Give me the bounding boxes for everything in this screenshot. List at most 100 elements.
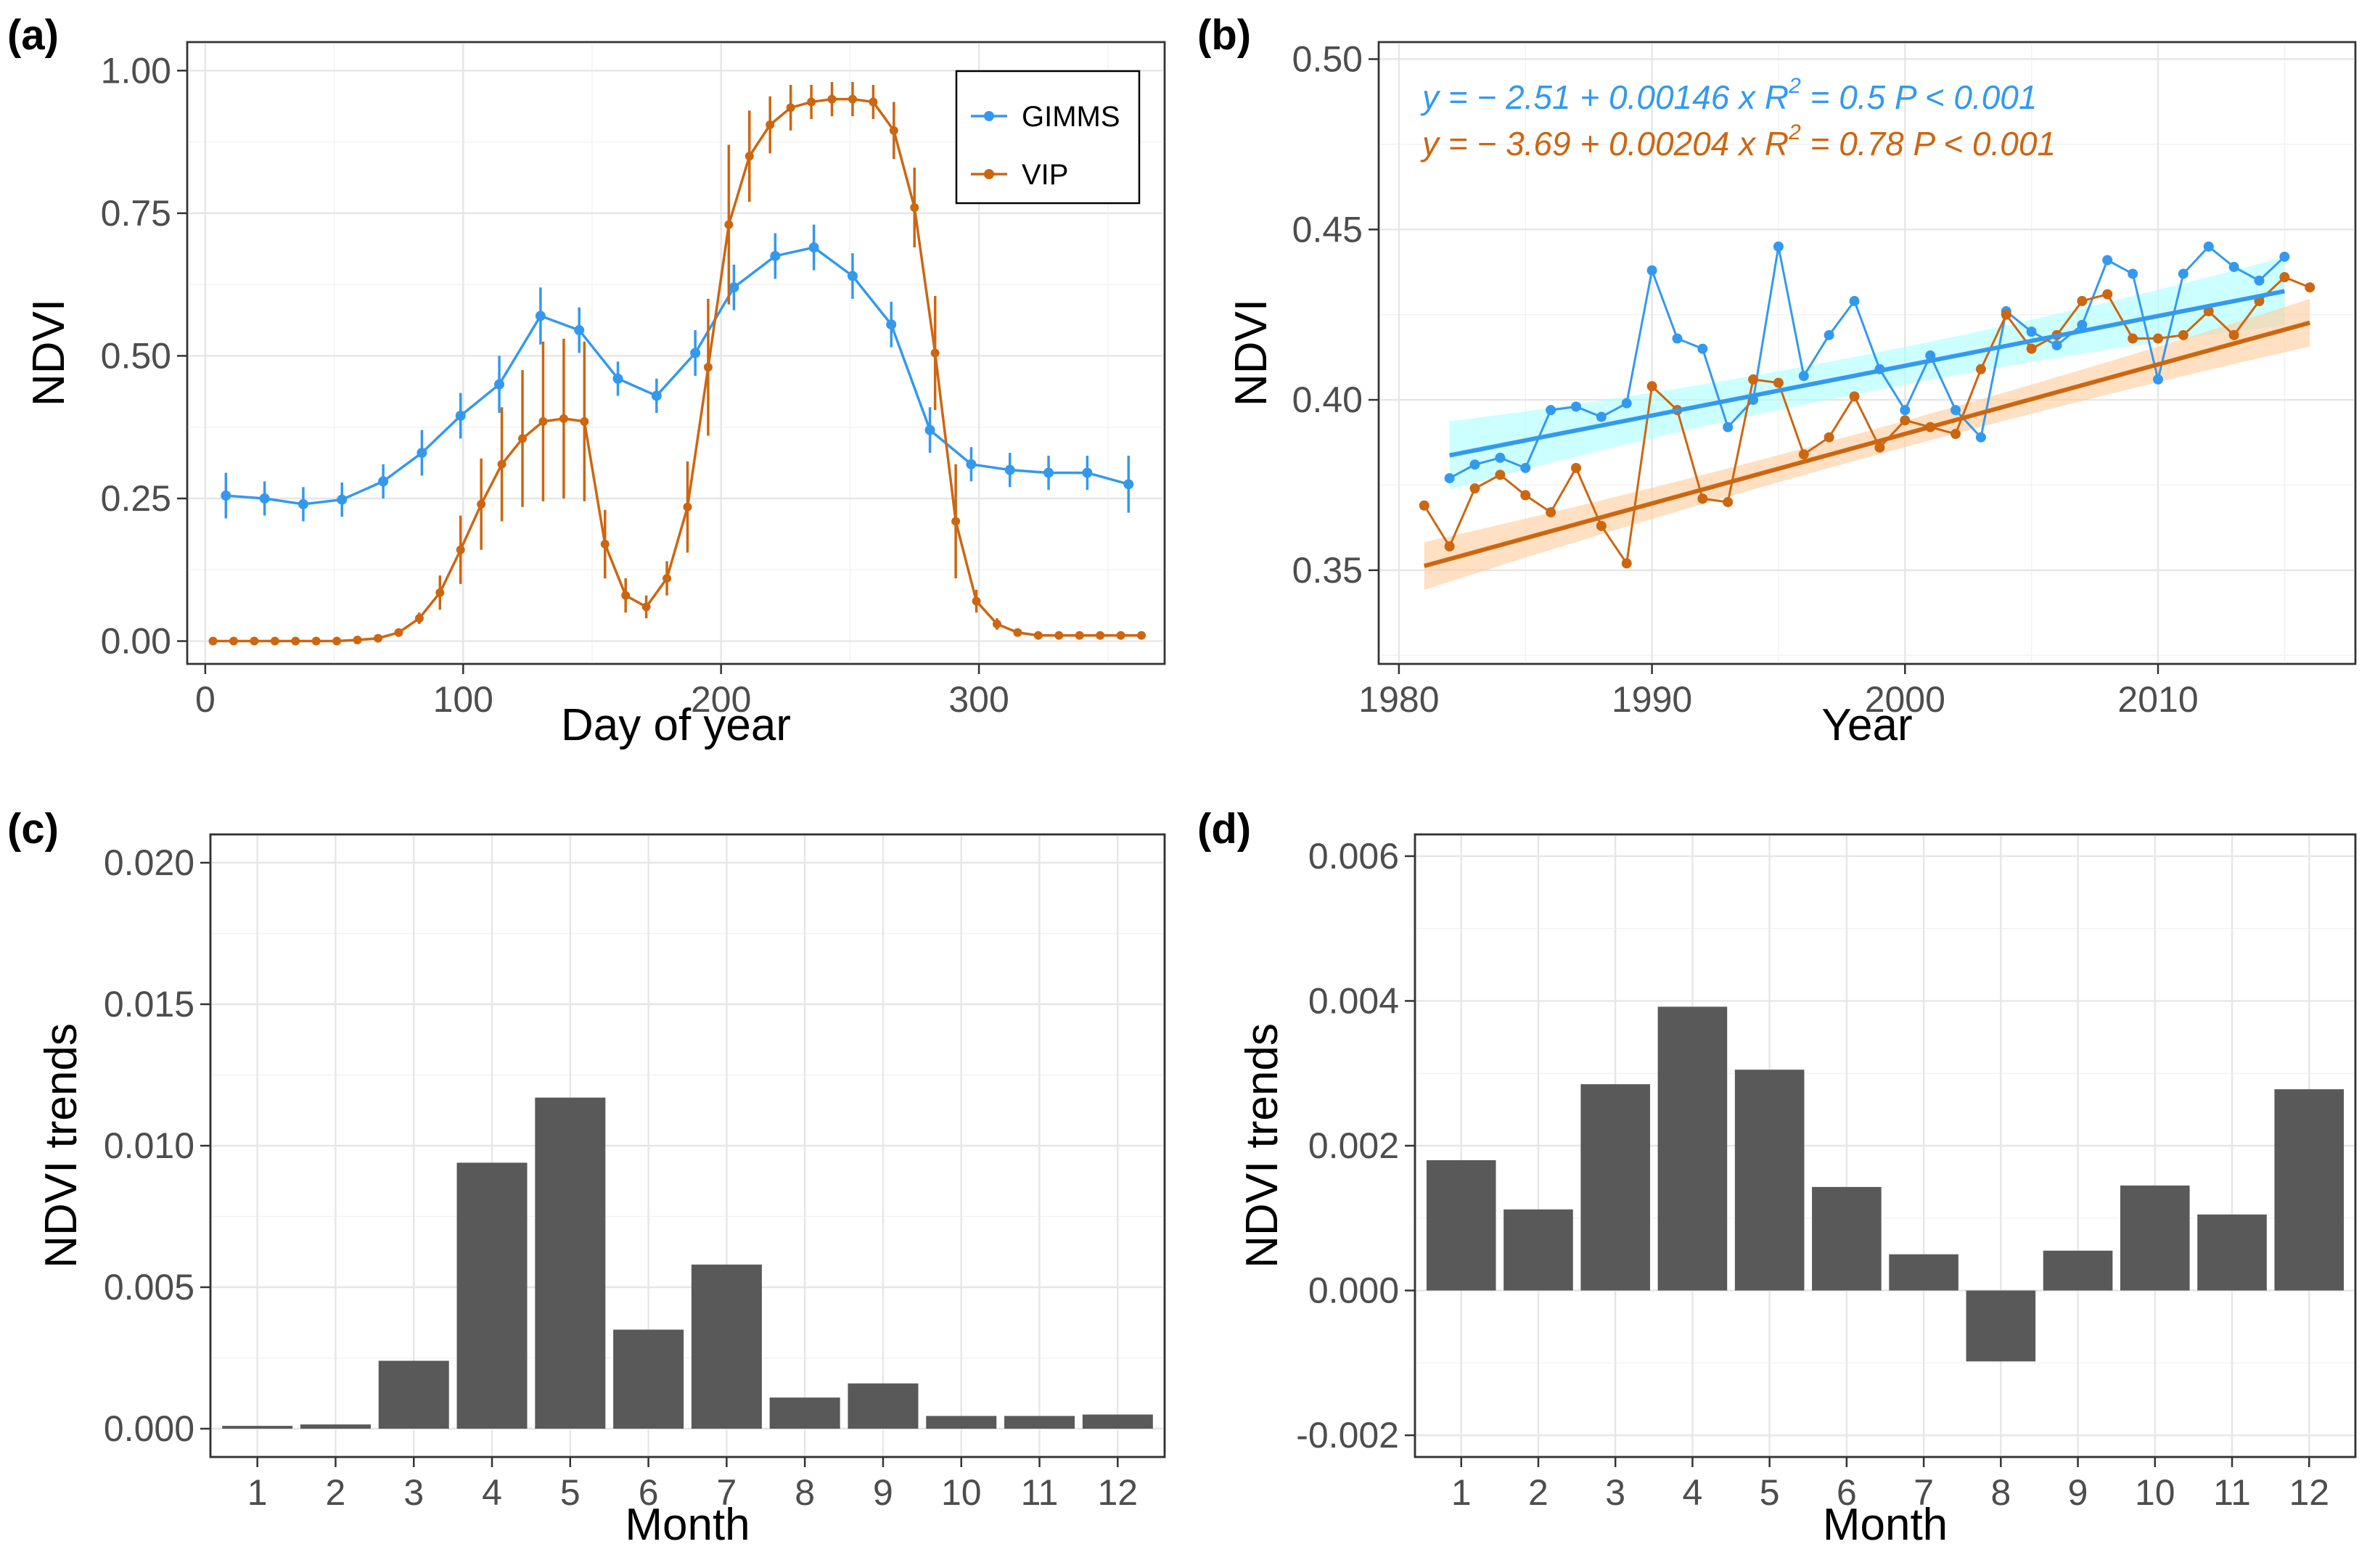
series-line-gimms	[1448, 245, 2286, 480]
data-point	[1054, 631, 1064, 640]
bar-month-9	[848, 1383, 919, 1429]
data-point	[2102, 289, 2113, 300]
data-point	[1824, 329, 1834, 340]
data-point	[951, 517, 961, 526]
data-point	[580, 416, 589, 426]
data-point	[612, 373, 623, 384]
data-point	[1570, 462, 1581, 473]
x-tick-label: 11	[1021, 1472, 1059, 1513]
data-point	[786, 103, 795, 112]
data-point	[1975, 364, 1986, 374]
data-point	[1950, 405, 1961, 416]
bar-month-8	[769, 1397, 840, 1429]
regression-line-vip	[1423, 320, 2311, 568]
bar-month-5	[1734, 1070, 1805, 1291]
data-point	[1520, 462, 1531, 473]
y-tick-label: 0.000	[1308, 1271, 1399, 1311]
data-point	[1798, 371, 1809, 382]
data-point	[332, 636, 342, 646]
data-point	[1419, 500, 1429, 511]
x-tick-label: 0	[195, 679, 216, 720]
equation-part: y = − 2.51 + 0.00146 x	[1420, 78, 1765, 116]
data-point	[1849, 391, 1860, 402]
panel-label: (a)	[7, 12, 59, 59]
equation-part: P < 0.001	[1895, 78, 2038, 116]
equation-part: = 0.5	[1801, 78, 1895, 116]
y-tick-label: 0.25	[101, 478, 171, 519]
data-point	[1444, 541, 1455, 551]
plot-border-b	[1377, 41, 2357, 665]
legend-key-point	[984, 169, 994, 179]
y-tick-label: 0.45	[1292, 209, 1363, 250]
data-point	[535, 311, 546, 321]
data-point	[1697, 343, 1708, 354]
data-point	[337, 494, 348, 505]
x-tick-label: 8	[1990, 1472, 2011, 1513]
x-tick-label: 10	[941, 1472, 982, 1513]
equation-part: 2	[1788, 74, 1801, 98]
data-point	[1621, 398, 1632, 409]
data-point	[2178, 329, 2188, 340]
x-tick-label: 1980	[1358, 679, 1439, 720]
bar-month-5	[535, 1097, 606, 1429]
bar-month-6	[613, 1329, 684, 1429]
data-point	[2051, 340, 2062, 350]
data-point	[1116, 631, 1125, 640]
data-point	[2305, 282, 2315, 293]
data-point	[353, 635, 362, 644]
data-point	[889, 126, 898, 135]
data-point	[930, 348, 940, 358]
data-point	[2228, 261, 2239, 272]
data-point	[924, 424, 935, 435]
bar-month-8	[1966, 1290, 2036, 1362]
series-gimms	[221, 224, 1134, 522]
bar-month-3	[1580, 1084, 1650, 1291]
y-tick-label: 0.020	[104, 842, 194, 883]
data-point	[2178, 268, 2188, 279]
regression-equation-gimms: y = − 2.51 + 0.00146 x R2 = 0.5 P < 0.00…	[1420, 74, 2037, 116]
y-tick-label: 0.005	[104, 1267, 194, 1308]
data-point	[847, 271, 858, 282]
data-point	[600, 539, 610, 549]
data-point	[827, 94, 837, 104]
data-point	[1546, 405, 1556, 416]
data-point	[291, 636, 300, 646]
x-tick-label: 2000	[1865, 679, 1945, 720]
data-point	[1469, 483, 1480, 494]
data-point	[208, 636, 218, 646]
regression-equation-vip: y = − 3.69 + 0.00204 x R2 = 0.78 P < 0.0…	[1420, 120, 2056, 163]
data-point	[221, 490, 231, 501]
data-point	[1444, 473, 1455, 484]
data-point	[2001, 309, 2011, 320]
x-tick-label: 11	[2213, 1472, 2251, 1513]
data-point	[1520, 490, 1531, 501]
data-point	[651, 390, 662, 401]
data-point	[1075, 631, 1084, 640]
data-point	[1546, 507, 1556, 518]
data-point	[1798, 449, 1809, 460]
data-point	[259, 493, 270, 504]
equation-part: = 0.78	[1801, 125, 1913, 163]
equation-part: P < 0.001	[1913, 125, 2056, 163]
x-axis-title: Day of year	[561, 700, 791, 750]
x-tick-label: 6	[1837, 1472, 1857, 1513]
x-tick-label: 10	[2135, 1472, 2175, 1513]
x-tick-label: 2010	[2117, 679, 2198, 720]
legend-label-gimms: GIMMS	[1022, 101, 1120, 133]
data-point	[966, 459, 977, 469]
data-point	[744, 152, 754, 161]
data-point	[2128, 268, 2138, 279]
data-point	[1773, 377, 1784, 388]
data-point	[414, 614, 424, 623]
panel-b: 0.35 0.40 0.45 0.50 1980 1990 2000 2010 (b) Year N…	[1197, 12, 2357, 750]
legend: GIMMS VIP	[955, 70, 1141, 205]
equation-part: 2	[1788, 120, 1801, 144]
y-tick-label: 0.010	[104, 1125, 194, 1166]
x-tick-label: 5	[560, 1472, 581, 1513]
y-axis-title: NDVI	[1226, 299, 1276, 406]
data-point	[1004, 464, 1015, 475]
bar-month-4	[456, 1162, 528, 1429]
data-point	[807, 97, 816, 107]
bar-month-1	[1426, 1159, 1496, 1291]
